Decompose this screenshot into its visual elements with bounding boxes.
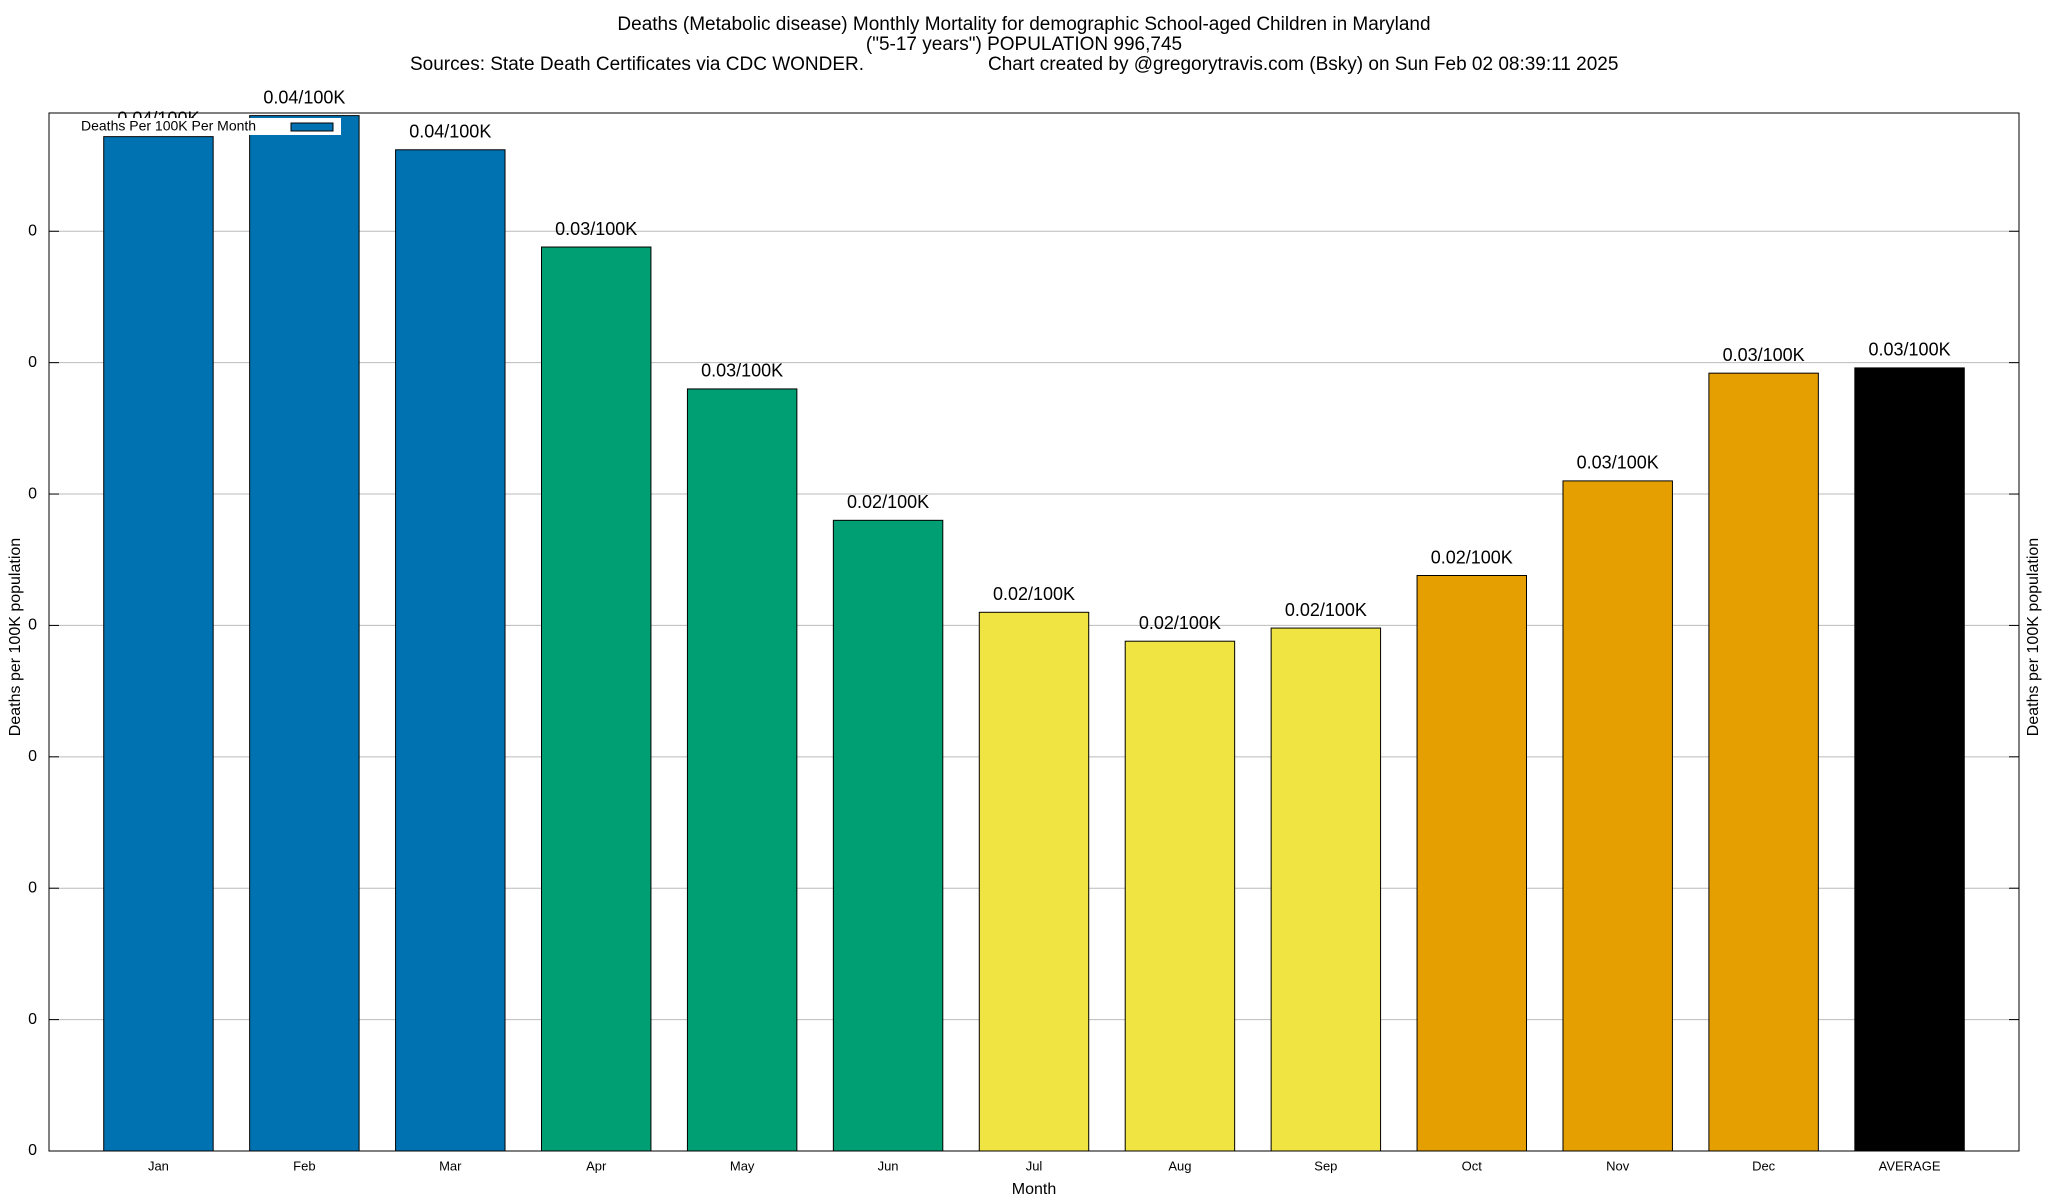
y-tick-label: 0 [28,1142,37,1159]
y-tick-label: 0 [28,748,37,765]
y-tick-label: 0 [28,485,37,502]
legend-label: Deaths Per 100K Per Month [81,118,256,134]
value-label: 0.03/100K [1869,340,1951,360]
bar [1562,480,1673,1152]
x-tick-label: Jan [148,1158,169,1173]
legend-swatch [290,122,334,132]
value-label: 0.03/100K [555,219,637,239]
chart-subtitle: ("5-17 years") POPULATION 996,745 [866,34,1182,55]
x-tick-label: Apr [586,1158,607,1173]
value-label: 0.04/100K [409,122,491,142]
bar [1416,575,1527,1152]
x-axis-label: Month [1012,1181,1056,1198]
x-tick-label: Oct [1462,1158,1483,1173]
bar [832,519,944,1152]
value-label: 0.02/100K [1285,600,1367,620]
sources: Sources: State Death Certificates via CD… [410,54,864,75]
value-label: 0.02/100K [993,584,1075,604]
legend-box [77,118,341,135]
bar [1270,627,1382,1152]
value-label: 0.03/100K [701,361,783,381]
value-label: 0.02/100K [1139,613,1221,633]
x-tick-label: Sep [1314,1158,1337,1173]
value-label: 0.02/100K [847,492,929,512]
x-tick-label: Jun [878,1158,899,1173]
bar [249,115,360,1152]
plot-frame [48,112,2020,1152]
x-tick-label: Aug [1168,1158,1191,1173]
y-tick-label: 0 [28,617,37,634]
bar [1854,367,1965,1152]
bar [541,246,652,1152]
x-tick-label: Mar [439,1158,462,1173]
bar [978,611,1090,1152]
bar [686,388,798,1152]
credit: Chart created by @gregorytravis.com (Bsk… [988,54,1618,75]
y2-axis-label: Deaths per 100K population [2025,538,2042,736]
y-tick-label: 0 [28,222,37,239]
x-tick-label: May [730,1158,755,1173]
y-tick-label: 0 [28,1011,37,1028]
x-tick-label: Nov [1606,1158,1630,1173]
value-label: 0.03/100K [1723,345,1805,365]
x-tick-label: Dec [1752,1158,1776,1173]
chart-title: Deaths (Metabolic disease) Monthly Morta… [617,14,1430,35]
bar [1708,372,1819,1152]
value-label: 0.02/100K [1431,547,1513,567]
bar [395,149,506,1152]
x-tick-label: AVERAGE [1879,1158,1941,1173]
y-tick-label: 0 [28,879,37,896]
y-tick-label: 0 [28,354,37,371]
x-tick-label: Jul [1026,1158,1043,1173]
bar [103,136,214,1152]
x-tick-label: Feb [293,1158,315,1173]
value-label: 0.04/100K [263,87,345,107]
value-label: 0.03/100K [1577,453,1659,473]
bar [1124,640,1236,1152]
y-axis-label: Deaths per 100K population [7,538,24,736]
